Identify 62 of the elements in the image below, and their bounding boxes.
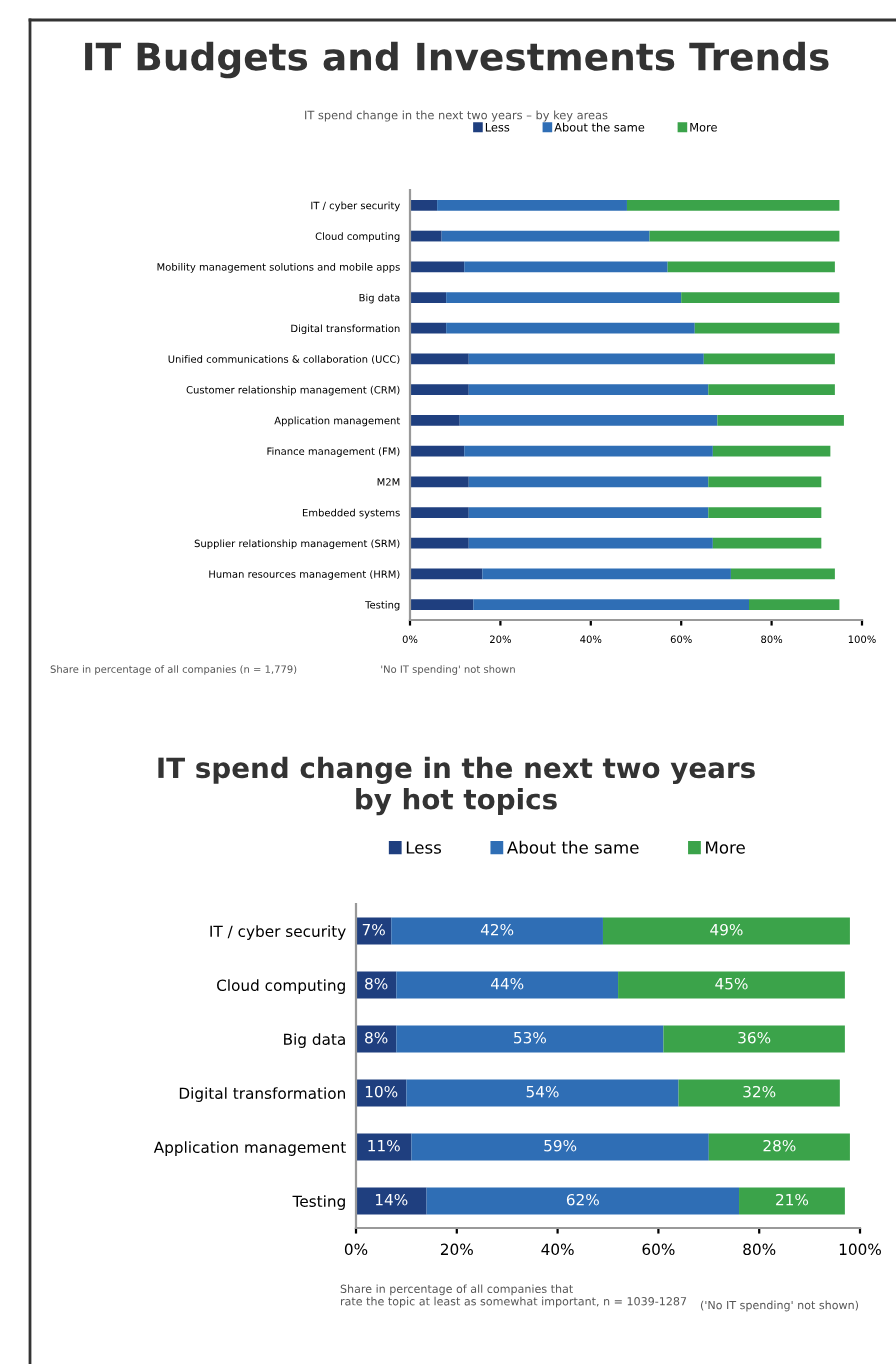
bar	[739, 1187, 845, 1215]
bar	[356, 917, 392, 945]
bar	[410, 322, 447, 334]
bar	[602, 917, 850, 945]
bar	[730, 568, 835, 580]
bar	[356, 1133, 412, 1161]
bar	[712, 537, 822, 549]
bar	[708, 476, 822, 488]
bar	[703, 353, 835, 365]
bar	[468, 476, 709, 488]
bar	[459, 414, 718, 426]
bar	[410, 445, 465, 457]
bar	[410, 292, 447, 303]
bar	[446, 292, 682, 303]
bar	[441, 230, 650, 242]
bar	[410, 384, 469, 396]
bar	[446, 322, 695, 334]
bar	[482, 568, 731, 580]
bar	[410, 414, 460, 426]
bar	[396, 1025, 664, 1053]
bar	[411, 1133, 709, 1161]
bar	[464, 261, 668, 273]
chart-title: IT spend change in the next two years by hot topics	[158, 756, 755, 816]
bar	[712, 445, 831, 457]
bar	[426, 1187, 740, 1215]
chart-title: IT Budgets and Investments Trends	[85, 41, 829, 79]
bar	[437, 199, 627, 211]
bar	[406, 1079, 679, 1107]
bar	[626, 199, 840, 211]
bar	[410, 507, 469, 518]
bar	[396, 971, 619, 999]
bar	[708, 384, 835, 396]
bar	[410, 353, 469, 365]
bar	[468, 537, 713, 549]
bar	[681, 292, 840, 303]
bar	[468, 353, 704, 365]
bar	[667, 261, 835, 273]
bar	[708, 507, 822, 518]
bar	[356, 1187, 427, 1215]
bar	[410, 568, 483, 580]
bar	[391, 917, 603, 945]
bar	[749, 599, 840, 611]
legend-label: About the same	[506, 840, 639, 854]
bar	[410, 537, 469, 549]
bar	[468, 507, 709, 518]
bar	[410, 476, 469, 488]
bar	[663, 1025, 845, 1053]
bar	[618, 971, 845, 999]
bar	[468, 384, 709, 396]
legend-label: Less	[406, 841, 442, 854]
bar	[678, 1079, 840, 1107]
bar	[410, 199, 438, 211]
bar	[464, 445, 713, 457]
bar	[410, 230, 442, 242]
bar	[410, 599, 474, 611]
bar	[473, 599, 749, 611]
bar	[410, 261, 465, 273]
bar	[708, 1133, 850, 1161]
bar	[717, 414, 844, 426]
legend-label: More	[706, 841, 745, 854]
bar	[694, 322, 840, 334]
bar	[649, 230, 840, 242]
